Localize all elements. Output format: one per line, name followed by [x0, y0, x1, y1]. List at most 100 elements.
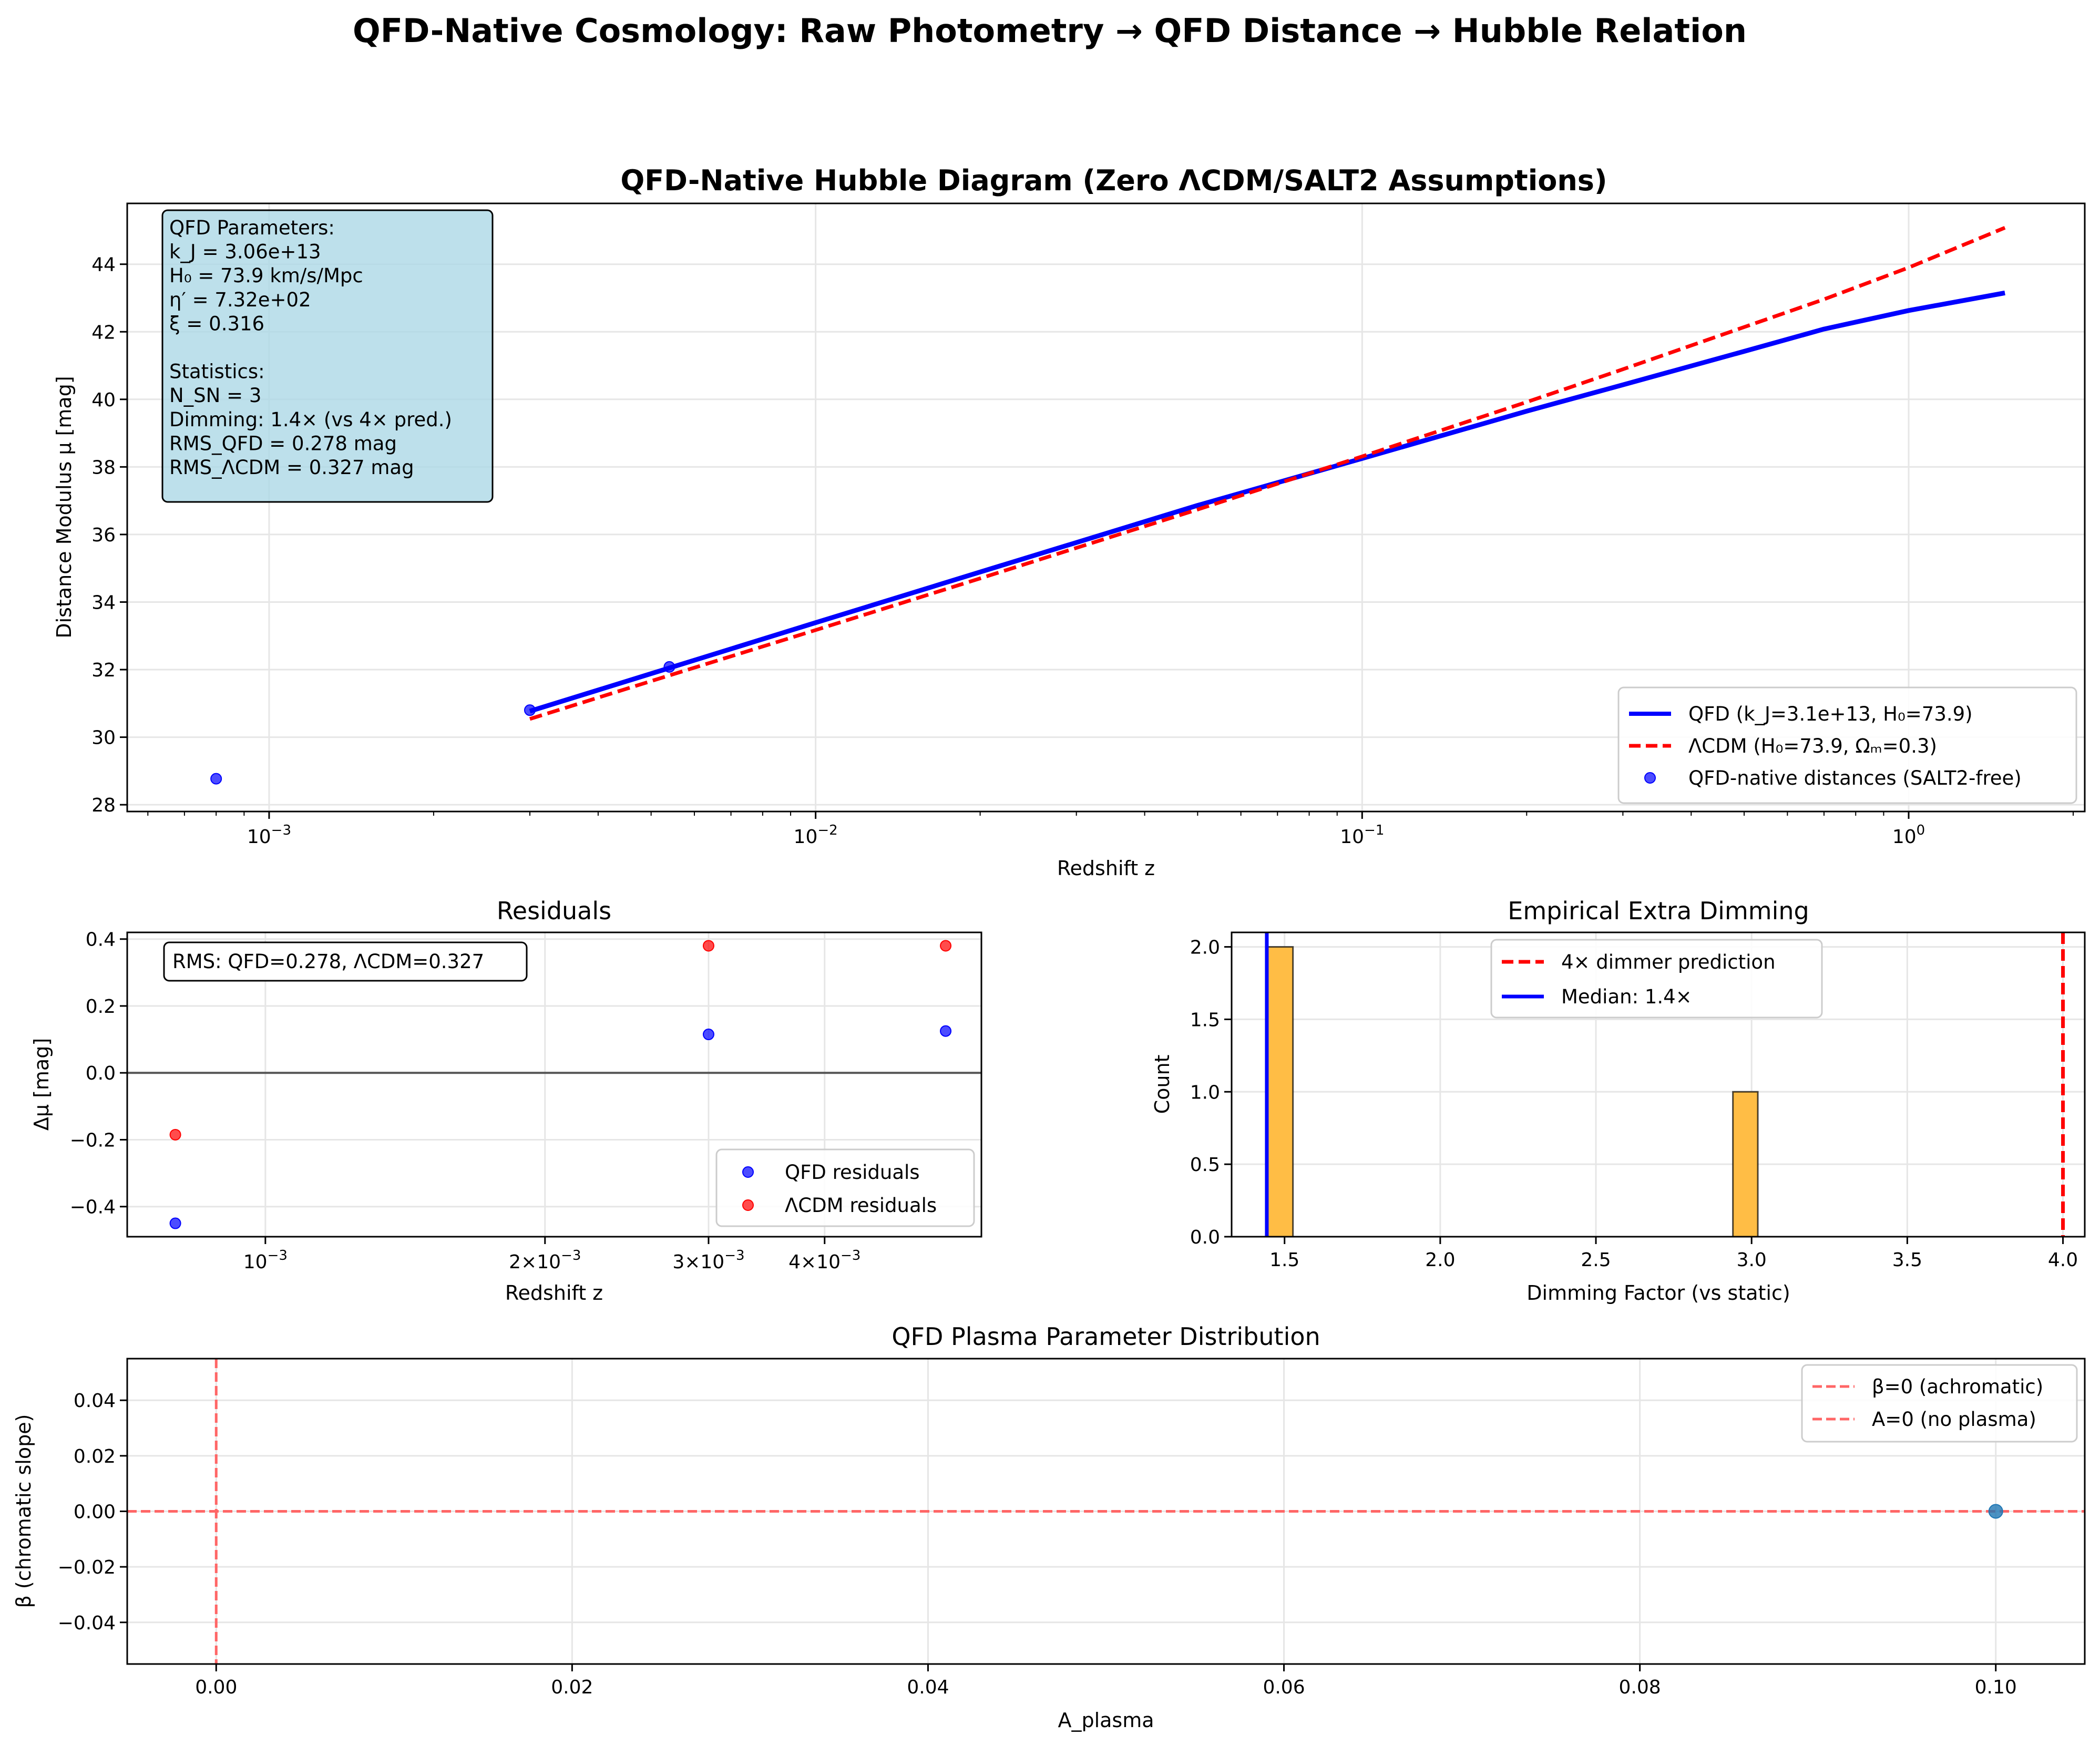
dimming-legend-prediction-label: 4× dimmer prediction	[1561, 951, 1776, 973]
plasma-plot-data	[127, 1359, 2085, 1664]
dimming-y-tick-label: 0.5	[1190, 1154, 1220, 1176]
hubble-legend: QFD (k_J=3.1e+13, H₀=73.9) ΛCDM (H₀=73.9…	[1617, 686, 2077, 804]
hubble-y-tick-label: 44	[91, 254, 116, 276]
dimming-axes-frame	[1231, 931, 2086, 1238]
hubble-ylabel: Distance Modulus μ [mag]	[53, 376, 76, 638]
residuals-rms-box: RMS: QFD=0.278, ΛCDM=0.327	[163, 941, 528, 982]
hubble-x-tick-label: 10−1	[1340, 823, 1384, 848]
residuals-x-tick-label: 4×10−3	[788, 1248, 861, 1273]
figure-suptitle: QFD-Native Cosmology: Raw Photometry → Q…	[353, 12, 1747, 50]
hubble-data-point	[524, 704, 536, 716]
residuals-x-tick-label: 10−3	[243, 1248, 288, 1273]
plasma-x-tick-label: 0.04	[907, 1677, 949, 1698]
dimming-x-tick-label: 2.5	[1581, 1249, 1611, 1271]
residuals-legend-qfd-label: QFD residuals	[785, 1161, 920, 1184]
plasma-x-tick-label: 0.06	[1263, 1677, 1305, 1698]
hubble-y-tick-label: 32	[91, 660, 116, 681]
residuals-y-tick-label: 0.4	[86, 929, 116, 951]
dimming-y-tick-label: 1.5	[1190, 1009, 1220, 1031]
hubble-x-tick-label: 10−2	[794, 823, 838, 848]
hubble-y-tick-label: 40	[91, 389, 116, 411]
plasma-ylabel: β (chromatic slope)	[12, 1414, 35, 1608]
plasma-y-tick-label: 0.00	[74, 1502, 116, 1523]
parameters-box-line: N_SN = 3	[169, 384, 261, 407]
dimming-x-tick-label: 4.0	[2048, 1249, 2078, 1271]
parameters-box-line: QFD Parameters:	[169, 217, 335, 239]
dimming-x-tick-label: 2.0	[1425, 1249, 1455, 1271]
hubble-legend-lcdm-label: ΛCDM (H₀=73.9, Ωₘ=0.3)	[1688, 735, 1937, 757]
hubble-y-tick-label: 38	[91, 457, 116, 478]
hubble-title: QFD-Native Hubble Diagram (Zero ΛCDM/SAL…	[620, 164, 1607, 197]
hubble-axes-frame	[126, 202, 2086, 813]
parameters-box-line: Statistics:	[169, 361, 265, 383]
dimming-legend-median-label: Median: 1.4×	[1561, 985, 1692, 1008]
dimming-x-tick-label: 1.5	[1269, 1249, 1299, 1271]
residuals-legend: QFD residuals ΛCDM residuals	[715, 1148, 975, 1227]
residual-point	[169, 1217, 181, 1229]
hubble-plot-data	[210, 226, 2006, 785]
parameters-box-line: k_J = 3.06e+13	[169, 241, 321, 263]
plasma-ticks: 0.00 0.02 0.04 0.06 0.08 0.10 −0.04 −0.02 0.00 0.…	[58, 1390, 2017, 1698]
dimming-panel: Empirical Extra Dimming 1.5 2.0 2.5 3.0 3.5 4…	[1151, 897, 2086, 1305]
residuals-y-tick-label: −0.2	[70, 1129, 116, 1151]
histogram-bar	[1266, 946, 1294, 1238]
dimming-title: Empirical Extra Dimming	[1508, 897, 1809, 925]
plasma-x-tick-label: 0.00	[195, 1677, 237, 1698]
residuals-panel: Residuals 10−3 2×10−3 3×10−3 4×10−3 −0.4 −0.2…	[30, 897, 982, 1305]
hubble-legend-frame	[1617, 686, 2077, 804]
plasma-y-tick-label: −0.02	[58, 1557, 116, 1578]
parameters-box-line: RMS_ΛCDM = 0.327 mag	[169, 456, 414, 479]
dimming-xlabel: Dimming Factor (vs static)	[1527, 1281, 1790, 1305]
hubble-y-tick-label: 36	[91, 525, 116, 546]
hubble-legend-points-swatch	[1644, 772, 1656, 784]
hubble-x-tick-label: 100	[1892, 823, 1925, 848]
plasma-xlabel: A_plasma	[1058, 1709, 1154, 1732]
residuals-rms-box-background	[163, 941, 528, 982]
residuals-legend-qfd-swatch	[742, 1166, 754, 1178]
dimming-x-tick-label: 3.0	[1737, 1249, 1767, 1271]
residuals-x-tick-label: 3×10−3	[672, 1248, 744, 1273]
plasma-legend-beta-label: β=0 (achromatic)	[1872, 1375, 2043, 1398]
histogram-bar	[1732, 1091, 1759, 1238]
residuals-y-tick-label: 0.0	[86, 1063, 116, 1084]
dimming-x-tick-label: 3.5	[1892, 1249, 1922, 1271]
residual-point	[702, 940, 714, 952]
residual-point	[940, 940, 952, 952]
parameters-box-line: H₀ = 73.9 km/s/Mpc	[169, 264, 363, 287]
residuals-ylabel: Δμ [mag]	[30, 1038, 53, 1131]
plasma-legend-a-label: A=0 (no plasma)	[1872, 1408, 2036, 1431]
hubble-data-point	[210, 773, 222, 785]
residuals-legend-frame	[715, 1148, 975, 1227]
dimming-legend-frame	[1490, 939, 1823, 1019]
hubble-y-tick-label: 42	[91, 322, 116, 343]
qfd-model-curve	[529, 290, 2005, 714]
parameters-box-line: RMS_QFD = 0.278 mag	[169, 432, 397, 455]
hubble-legend-points-label: QFD-native distances (SALT2-free)	[1688, 767, 2022, 789]
residuals-rms-text: RMS: QFD=0.278, ΛCDM=0.327	[172, 950, 484, 973]
dimming-plot-data	[1265, 932, 2065, 1238]
hubble-y-tick-label: 30	[91, 727, 116, 749]
dimming-y-tick-label: 0.0	[1190, 1227, 1220, 1248]
residuals-axes-frame	[126, 931, 982, 1238]
plasma-title: QFD Plasma Parameter Distribution	[892, 1322, 1320, 1351]
residuals-ticks: 10−3 2×10−3 3×10−3 4×10−3 −0.4 −0.2 0.0 0.2 0.4	[70, 929, 861, 1273]
plasma-x-tick-label: 0.08	[1619, 1677, 1661, 1698]
residuals-title: Residuals	[497, 897, 611, 925]
residuals-xlabel: Redshift z	[505, 1281, 603, 1305]
plasma-x-tick-label: 0.10	[1975, 1677, 2017, 1698]
dimming-y-tick-label: 2.0	[1190, 937, 1220, 959]
hubble-ticks: 10−3 10−2 10−1 100 28 30 32 34 36 38 40 42 44	[91, 254, 2074, 848]
parameters-box-line: ξ = 0.316	[169, 312, 264, 335]
plasma-y-tick-label: 0.04	[74, 1390, 116, 1412]
dimming-ylabel: Count	[1151, 1055, 1174, 1114]
dimming-y-tick-label: 1.0	[1190, 1082, 1220, 1103]
lcdm-model-curve	[529, 226, 2006, 721]
hubble-panel: QFD-Native Hubble Diagram (Zero ΛCDM/SAL…	[53, 164, 2086, 880]
plasma-panel: QFD Plasma Parameter Distribution 0.00 0.…	[12, 1322, 2086, 1732]
residual-point	[940, 1025, 952, 1037]
parameters-box-line: Dimming: 1.4× (vs 4× pred.)	[169, 408, 452, 431]
residuals-x-tick-label: 2×10−3	[509, 1248, 581, 1273]
